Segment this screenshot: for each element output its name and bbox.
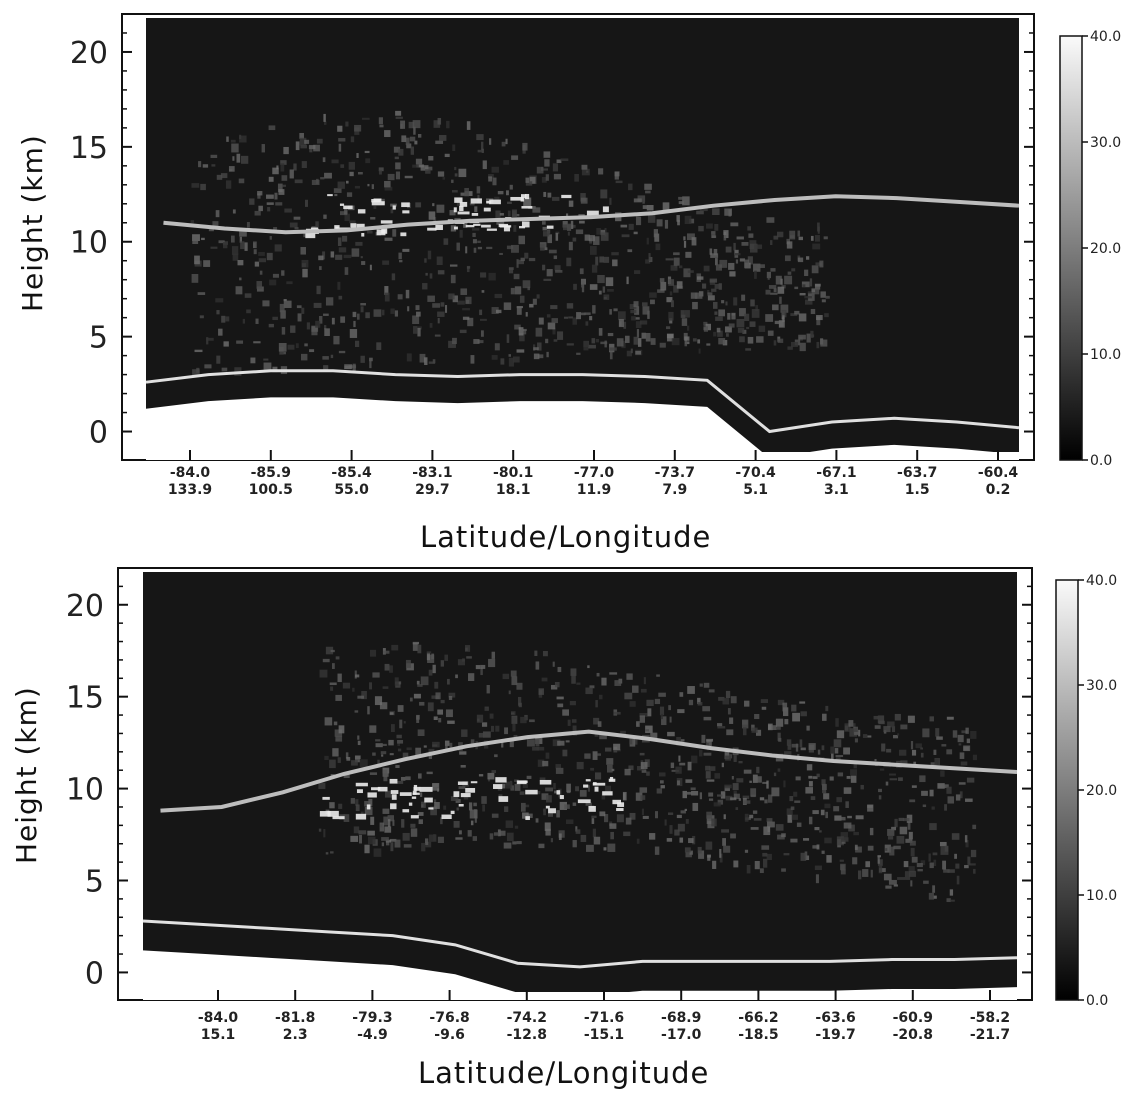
x-tick-label-lon: 3.1 xyxy=(824,482,849,498)
x-tick-label-lon: -9.6 xyxy=(434,1027,465,1043)
x-tick-label-lon: -15.1 xyxy=(584,1027,624,1043)
y-tick-label: 0 xyxy=(89,416,108,451)
x-tick-label-lon: -19.7 xyxy=(815,1027,855,1043)
surface-line xyxy=(142,919,1018,969)
x-tick-label-lat: -77.0 xyxy=(574,465,615,481)
x-tick-label-lon: 29.7 xyxy=(415,482,450,498)
x-tick-label-lat: -58.2 xyxy=(970,1010,1010,1026)
colorbar-tick-label: 20.0 xyxy=(1090,241,1121,257)
x-tick-label-lat: -66.2 xyxy=(738,1010,778,1026)
x-tick-label-lat: -70.4 xyxy=(735,465,776,481)
colorbar xyxy=(1059,35,1083,461)
x-tick-label-lon: -18.5 xyxy=(738,1027,778,1043)
chart-panel-bottom: 0 5 10 15 20 -84.0 15.1 -81.8 2.3 -79.3 -4.9 -76.8-… xyxy=(0,548,1128,1097)
colorbar-tick-label: 30.0 xyxy=(1090,135,1121,151)
x-tick-label-lon: 55.0 xyxy=(334,482,369,498)
x-tick-label-lon: 5.1 xyxy=(743,482,768,498)
colorbar-tick-label: 40.0 xyxy=(1090,29,1121,45)
x-tick-label-lat: -63.6 xyxy=(815,1010,855,1026)
x-tick-label-lon: 15.1 xyxy=(201,1027,236,1043)
colorbar-tick-label: 20.0 xyxy=(1086,783,1117,799)
x-tick-label-lon: 2.3 xyxy=(283,1027,308,1043)
y-axis-label: Height (km) xyxy=(10,686,43,864)
x-axis-label: Latitude/Longitude xyxy=(418,1056,710,1090)
cloud-texture xyxy=(190,110,830,378)
x-tick-label-lat: -84.0 xyxy=(170,465,211,481)
y-tick-label: 20 xyxy=(66,589,104,624)
ground-mask xyxy=(143,950,1017,1000)
y-tick-label: 10 xyxy=(70,226,108,261)
x-tick-label-lon: 11.9 xyxy=(577,482,612,498)
x-tick-label-lat: -60.4 xyxy=(978,465,1019,481)
x-tick-label-lon: 1.5 xyxy=(905,482,930,498)
x-tick-label-lat: -83.1 xyxy=(412,465,452,481)
x-tick-label-lat: -80.1 xyxy=(493,465,533,481)
x-tick-label-lon: 18.1 xyxy=(496,482,531,498)
y-tick-label: 0 xyxy=(85,956,104,991)
x-tick-label-lat: -85.4 xyxy=(331,465,372,481)
x-tick-label-lat: -73.7 xyxy=(655,465,695,481)
x-tick-label-lat: -76.8 xyxy=(429,1010,469,1026)
colorbar-tick-label: 0.0 xyxy=(1086,993,1108,1009)
x-tick-label-lat: -85.9 xyxy=(251,465,291,481)
x-tick-label-lat: -74.2 xyxy=(507,1010,547,1026)
x-tick-label-lat: -84.0 xyxy=(198,1010,239,1026)
colorbar xyxy=(1055,579,1079,1001)
x-tick-label-lat: -68.9 xyxy=(661,1010,701,1026)
x-tick-label-lon: 100.5 xyxy=(249,482,293,498)
x-tick-label-lat: -60.9 xyxy=(893,1010,933,1026)
y-tick-label: 15 xyxy=(66,681,104,716)
x-tick-label-lat: -63.7 xyxy=(897,465,937,481)
x-tick-label-lat: -71.6 xyxy=(584,1010,624,1026)
x-tick-label-lon: -4.9 xyxy=(357,1027,388,1043)
colorbar-tick-label: 40.0 xyxy=(1086,573,1117,589)
colorbar-tick-label: 10.0 xyxy=(1090,347,1121,363)
x-axis-label: Latitude/Longitude xyxy=(420,520,712,554)
overlay-line xyxy=(160,729,1018,813)
colorbar-tick-label: 10.0 xyxy=(1086,888,1117,904)
x-tick-label-lon: -20.8 xyxy=(893,1027,933,1043)
x-tick-label-lon: 133.9 xyxy=(168,482,212,498)
x-tick-label-lon: -21.7 xyxy=(970,1027,1010,1043)
y-tick-label: 5 xyxy=(89,321,108,356)
x-tick-label-lon: 7.9 xyxy=(662,482,687,498)
colorbar-tick-label: 0.0 xyxy=(1090,453,1112,469)
y-tick-label: 20 xyxy=(70,36,108,71)
y-axis-label: Height (km) xyxy=(16,134,49,312)
x-tick-label-lat: -67.1 xyxy=(816,465,856,481)
x-tick-label-lon: 0.2 xyxy=(986,482,1011,498)
colorbar-tick-label: 30.0 xyxy=(1086,678,1117,694)
cloud-texture xyxy=(318,641,978,903)
overlay-line xyxy=(163,194,1020,235)
x-tick-label-lon: -12.8 xyxy=(507,1027,547,1043)
data-field xyxy=(146,18,1019,452)
y-tick-label: 10 xyxy=(66,773,104,808)
x-tick-label-lat: -81.8 xyxy=(275,1010,315,1026)
x-tick-label-lat: -79.3 xyxy=(352,1010,392,1026)
ground-mask xyxy=(146,397,1019,460)
data-field xyxy=(143,572,1017,992)
y-tick-label: 15 xyxy=(70,131,108,166)
chart-bottom: 05101520-84.015.1-81.82.3-79.3-4.9-76.8-… xyxy=(66,567,1117,1043)
chart-panel-top: 0 5 10 15 20 -84.0 133.9 -85.9 100.5 -85.4 55.0 -83… xyxy=(16,13,1121,554)
y-tick-label: 5 xyxy=(85,865,104,900)
x-tick-label-lon: -17.0 xyxy=(661,1027,702,1043)
surface-line xyxy=(145,369,1020,434)
